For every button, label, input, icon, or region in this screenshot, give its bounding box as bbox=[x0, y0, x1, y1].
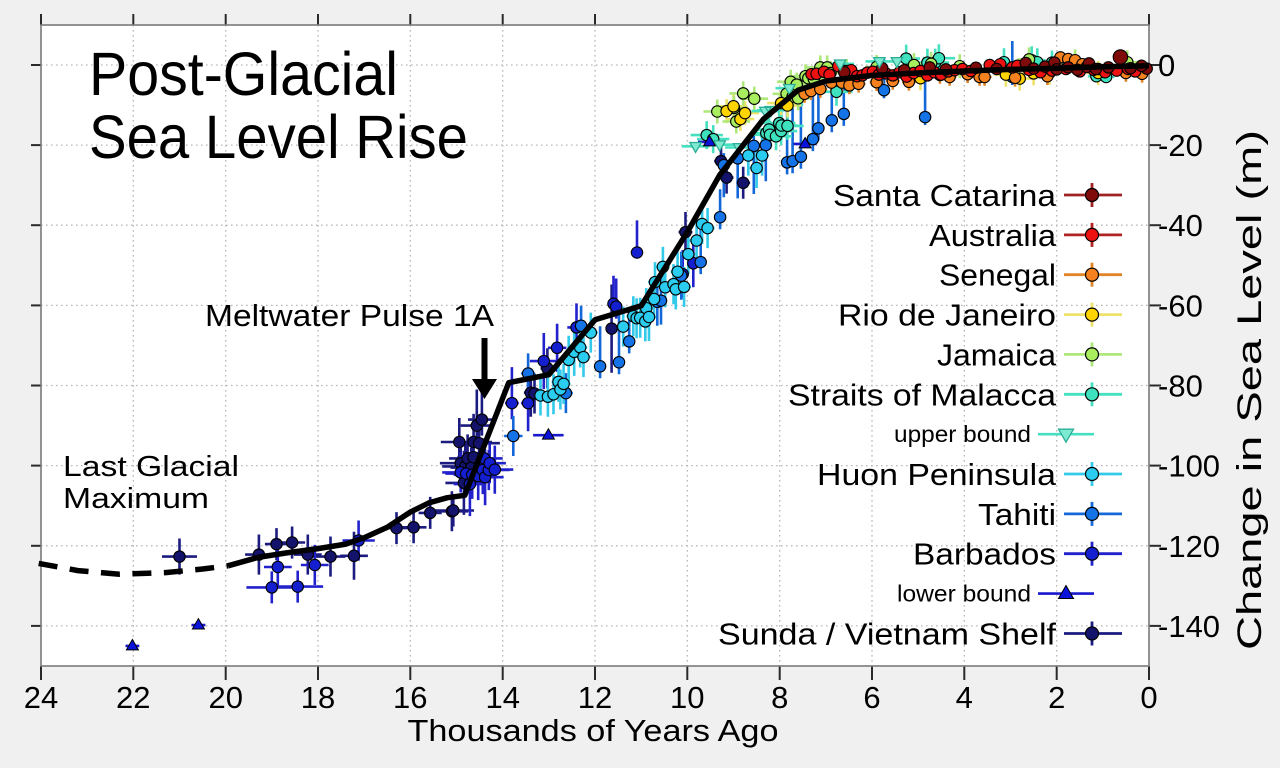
svg-text:-80: -80 bbox=[1158, 369, 1203, 404]
svg-text:Senegal: Senegal bbox=[939, 258, 1056, 293]
svg-text:-40: -40 bbox=[1158, 208, 1203, 243]
svg-text:-120: -120 bbox=[1158, 529, 1220, 564]
svg-text:Sunda / Vietnam Shelf: Sunda / Vietnam Shelf bbox=[718, 617, 1056, 652]
svg-text:22: 22 bbox=[116, 680, 150, 715]
svg-text:-140: -140 bbox=[1158, 609, 1220, 644]
svg-text:-60: -60 bbox=[1158, 288, 1203, 323]
svg-text:Santa Catarina: Santa Catarina bbox=[833, 178, 1057, 213]
svg-text:Straits of Malacca: Straits of Malacca bbox=[788, 377, 1057, 412]
svg-text:Barbados: Barbados bbox=[913, 537, 1056, 572]
svg-text:Huon Peninsula: Huon Peninsula bbox=[817, 457, 1057, 492]
svg-text:Jamaica: Jamaica bbox=[937, 337, 1057, 372]
svg-text:upper bound: upper bound bbox=[894, 421, 1031, 447]
svg-text:Rio de Janeiro: Rio de Janeiro bbox=[838, 298, 1056, 333]
svg-text:lower bound: lower bound bbox=[897, 581, 1031, 607]
svg-text:Maximum: Maximum bbox=[63, 483, 209, 515]
svg-text:Thousands of Years Ago: Thousands of Years Ago bbox=[408, 713, 779, 748]
svg-text:8: 8 bbox=[771, 680, 788, 715]
svg-text:20: 20 bbox=[208, 680, 242, 715]
svg-text:Change in Sea Level (m): Change in Sea Level (m) bbox=[1231, 130, 1269, 650]
svg-text:12: 12 bbox=[578, 680, 612, 715]
svg-text:2: 2 bbox=[1048, 680, 1065, 715]
svg-text:Sea Level Rise: Sea Level Rise bbox=[89, 103, 468, 171]
svg-text:-20: -20 bbox=[1158, 128, 1203, 163]
svg-text:Tahiti: Tahiti bbox=[978, 497, 1056, 532]
svg-text:18: 18 bbox=[301, 680, 335, 715]
svg-text:Last Glacial: Last Glacial bbox=[63, 451, 239, 483]
svg-text:0: 0 bbox=[1140, 680, 1157, 715]
svg-text:10: 10 bbox=[670, 680, 704, 715]
svg-text:Post-Glacial: Post-Glacial bbox=[89, 40, 398, 108]
svg-text:Australia: Australia bbox=[929, 218, 1057, 253]
svg-text:24: 24 bbox=[24, 680, 58, 715]
svg-text:14: 14 bbox=[485, 680, 519, 715]
svg-text:0: 0 bbox=[1158, 48, 1175, 83]
svg-text:-100: -100 bbox=[1158, 449, 1220, 484]
svg-text:6: 6 bbox=[863, 680, 880, 715]
svg-text:16: 16 bbox=[393, 680, 427, 715]
svg-text:Meltwater Pulse 1A: Meltwater Pulse 1A bbox=[205, 298, 494, 333]
svg-text:4: 4 bbox=[956, 680, 973, 715]
